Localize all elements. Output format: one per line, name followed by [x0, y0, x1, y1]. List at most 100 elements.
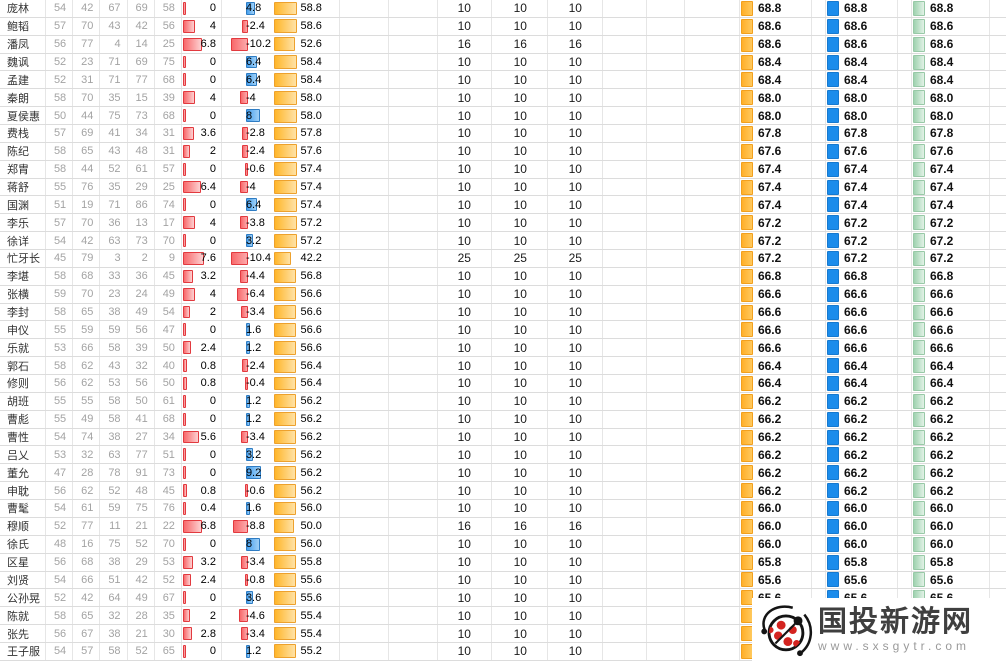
cell-empty[interactable]	[389, 89, 438, 107]
cell-stat[interactable]: 47	[155, 321, 182, 339]
cell-cost[interactable]: 10	[438, 589, 492, 607]
cell-empty[interactable]	[603, 232, 647, 250]
cell-final-green[interactable]: 68.6	[912, 17, 990, 35]
cell-final-orange[interactable]: 66.2	[740, 446, 812, 464]
cell-officer-name[interactable]: 修则	[0, 375, 46, 392]
cell-empty[interactable]	[898, 517, 912, 535]
cell-delta-databar[interactable]: -3.4	[222, 304, 272, 321]
cell-empty[interactable]	[685, 0, 740, 17]
cell-empty[interactable]	[340, 285, 389, 303]
cell-empty[interactable]	[340, 232, 389, 250]
cell-stat[interactable]: 62	[73, 482, 101, 500]
cell-gain-databar[interactable]: 0	[182, 160, 222, 178]
cell-cost[interactable]: 16	[492, 517, 548, 535]
cell-stat[interactable]: 57	[73, 642, 101, 660]
cell-cost[interactable]: 10	[438, 232, 492, 250]
cell-empty[interactable]	[603, 250, 647, 267]
cell-empty[interactable]	[812, 589, 826, 607]
cell-stat[interactable]: 74	[73, 428, 101, 446]
cell-final-blue[interactable]: 67.2	[826, 250, 898, 267]
cell-stat[interactable]: 29	[128, 178, 155, 196]
cell-cost[interactable]: 10	[548, 214, 603, 232]
cell-empty[interactable]	[340, 535, 389, 553]
cell-empty[interactable]	[990, 143, 1006, 160]
cell-score-databar[interactable]: 42.2	[272, 250, 340, 267]
cell-officer-name[interactable]: 魏讽	[0, 53, 46, 71]
cell-stat[interactable]: 13	[128, 214, 155, 232]
cell-empty[interactable]	[990, 250, 1006, 267]
cell-stat[interactable]: 66	[73, 339, 101, 357]
cell-stat[interactable]: 38	[100, 428, 128, 446]
cell-officer-name[interactable]: 曹性	[0, 428, 46, 446]
cell-officer-name[interactable]: 蒋舒	[0, 178, 46, 196]
cell-stat[interactable]: 21	[128, 625, 155, 642]
cell-stat[interactable]: 55	[46, 178, 74, 196]
cell-final-blue[interactable]: 66.2	[826, 428, 898, 446]
cell-score-databar[interactable]: 58.6	[272, 17, 340, 35]
cell-empty[interactable]	[389, 178, 438, 196]
cell-empty[interactable]	[603, 35, 647, 53]
cell-empty[interactable]	[340, 625, 389, 642]
cell-officer-name[interactable]: 徐氏	[0, 535, 46, 553]
cell-cost[interactable]: 10	[492, 410, 548, 428]
cell-cost[interactable]: 10	[492, 321, 548, 339]
cell-empty[interactable]	[685, 125, 740, 142]
cell-final-blue[interactable]: 66.2	[826, 446, 898, 464]
cell-empty[interactable]	[389, 339, 438, 357]
cell-empty[interactable]	[990, 89, 1006, 106]
cell-empty[interactable]	[898, 553, 912, 571]
cell-final-blue[interactable]: 67.4	[826, 178, 898, 196]
cell-cost[interactable]: 10	[492, 357, 548, 375]
cell-officer-name[interactable]: 曹彪	[0, 410, 46, 428]
cell-stat[interactable]: 79	[73, 250, 101, 267]
cell-empty[interactable]	[603, 89, 647, 107]
cell-cost[interactable]: 10	[438, 267, 492, 285]
cell-empty[interactable]	[647, 250, 685, 267]
cell-stat[interactable]: 59	[100, 321, 128, 339]
cell-empty[interactable]	[647, 285, 685, 303]
cell-empty[interactable]	[898, 53, 912, 71]
cell-cost[interactable]: 10	[548, 446, 603, 464]
cell-cost[interactable]: 10	[548, 285, 603, 303]
cell-stat[interactable]: 75	[128, 500, 155, 517]
cell-empty[interactable]	[603, 517, 647, 535]
cell-cost[interactable]: 16	[492, 35, 548, 53]
cell-stat[interactable]: 38	[100, 553, 128, 571]
cell-delta-databar[interactable]: -3.8	[222, 214, 272, 231]
cell-stat[interactable]: 73	[155, 464, 182, 482]
cell-final-green[interactable]: 66.2	[912, 392, 990, 410]
cell-empty[interactable]	[647, 53, 685, 71]
cell-stat[interactable]: 52	[128, 535, 155, 553]
cell-empty[interactable]	[603, 553, 647, 571]
cell-stat[interactable]: 91	[128, 464, 155, 482]
cell-stat[interactable]: 54	[155, 303, 182, 321]
cell-score-databar[interactable]: 56.4	[272, 357, 340, 375]
cell-empty[interactable]	[990, 393, 1006, 410]
cell-empty[interactable]	[647, 321, 685, 339]
cell-delta-databar[interactable]: 8	[222, 107, 272, 124]
cell-gain-databar[interactable]: 0	[182, 321, 222, 339]
cell-stat[interactable]: 52	[46, 517, 74, 535]
cell-stat[interactable]: 57	[46, 17, 74, 35]
cell-empty[interactable]	[898, 232, 912, 250]
cell-empty[interactable]	[647, 0, 685, 17]
cell-empty[interactable]	[685, 392, 740, 410]
cell-empty[interactable]	[647, 71, 685, 89]
cell-officer-name[interactable]: 吕乂	[0, 446, 46, 464]
cell-stat[interactable]: 48	[46, 535, 74, 553]
cell-score-databar[interactable]: 52.6	[272, 35, 340, 53]
cell-final-orange[interactable]: 66.2	[740, 482, 812, 500]
cell-officer-name[interactable]: 乐就	[0, 339, 46, 357]
cell-empty[interactable]	[685, 589, 740, 607]
cell-empty[interactable]	[647, 589, 685, 607]
cell-stat[interactable]: 76	[155, 500, 182, 517]
cell-empty[interactable]	[340, 178, 389, 196]
cell-stat[interactable]: 75	[100, 107, 128, 125]
cell-cost[interactable]: 10	[492, 535, 548, 553]
cell-cost[interactable]: 10	[438, 125, 492, 142]
cell-cost[interactable]: 10	[492, 160, 548, 178]
cell-final-blue[interactable]: 66.6	[826, 303, 898, 321]
cell-final-orange[interactable]: 67.8	[740, 125, 812, 142]
cell-gain-databar[interactable]: 2.8	[182, 625, 222, 642]
cell-empty[interactable]	[647, 232, 685, 250]
